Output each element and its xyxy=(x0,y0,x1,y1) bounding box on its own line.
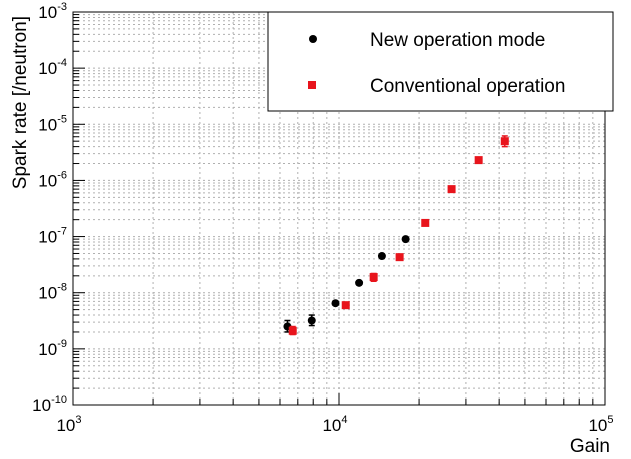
series-0 xyxy=(283,235,410,333)
data-point xyxy=(355,278,364,287)
y-tick-exponent: -6 xyxy=(57,169,67,181)
data-point xyxy=(401,235,410,244)
x-tick-label: 103 xyxy=(56,414,81,435)
y-tick-base: 10 xyxy=(38,59,57,78)
y-tick-base: 10 xyxy=(38,228,57,247)
y-tick-label: 10-5 xyxy=(38,113,67,134)
x-tick-exponent: 4 xyxy=(341,414,347,426)
legend-marker-new-operation-mode xyxy=(309,35,317,43)
y-tick-exponent: -10 xyxy=(51,394,67,406)
y-tick-base: 10 xyxy=(38,340,57,359)
legend: New operation mode Conventional operatio… xyxy=(267,11,614,112)
data-point xyxy=(288,326,297,335)
x-tick-base: 10 xyxy=(56,416,75,435)
data-point xyxy=(331,299,340,308)
y-tick-label: 10-10 xyxy=(32,394,67,415)
x-tick-label: 105 xyxy=(588,414,613,435)
x-tick-exponent: 3 xyxy=(75,414,81,426)
y-tick-label: 10-9 xyxy=(38,338,67,359)
legend-box xyxy=(267,11,614,112)
minor-ticks xyxy=(72,14,594,406)
data-point xyxy=(307,316,316,325)
y-tick-exponent: -3 xyxy=(57,1,67,13)
y-tick-exponent: -4 xyxy=(57,57,67,69)
y-tick-base: 10 xyxy=(32,396,51,415)
x-tick-base: 10 xyxy=(588,416,607,435)
y-tick-label: 10-4 xyxy=(38,57,67,78)
y-tick-exponent: -5 xyxy=(57,113,67,125)
data-point xyxy=(421,218,430,227)
data-point xyxy=(447,185,456,194)
y-tick-base: 10 xyxy=(38,284,57,303)
y-tick-exponent: -8 xyxy=(57,282,67,294)
legend-label-new-operation-mode: New operation mode xyxy=(370,30,545,51)
data-point xyxy=(474,156,483,165)
x-tick-base: 10 xyxy=(322,416,341,435)
x-tick-labels: 103 104 105 xyxy=(56,414,613,435)
y-tick-base: 10 xyxy=(38,3,57,22)
y-tick-base: 10 xyxy=(38,171,57,190)
legend-label-conventional-operation: Conventional operation xyxy=(370,76,565,97)
y-axis-label: Spark rate [/neutron] xyxy=(10,16,31,189)
y-tick-label: 10-3 xyxy=(38,1,67,22)
y-tick-label: 10-8 xyxy=(38,282,67,303)
y-tick-base: 10 xyxy=(38,115,57,134)
x-tick-exponent: 5 xyxy=(607,414,613,426)
y-tick-exponent: -9 xyxy=(57,338,67,350)
y-tick-label: 10-7 xyxy=(38,226,67,247)
series-1 xyxy=(288,135,509,336)
data-point xyxy=(341,301,350,310)
data-point xyxy=(377,252,386,261)
x-tick-label: 104 xyxy=(322,414,347,435)
data-point xyxy=(500,137,509,146)
y-tick-label: 10-6 xyxy=(38,169,67,190)
data-point xyxy=(369,273,378,282)
series-layer xyxy=(283,135,509,336)
data-point xyxy=(395,253,404,262)
x-axis-label: Gain xyxy=(570,436,610,457)
y-tick-exponent: -7 xyxy=(57,226,67,238)
legend-marker-conventional-operation xyxy=(308,81,316,89)
